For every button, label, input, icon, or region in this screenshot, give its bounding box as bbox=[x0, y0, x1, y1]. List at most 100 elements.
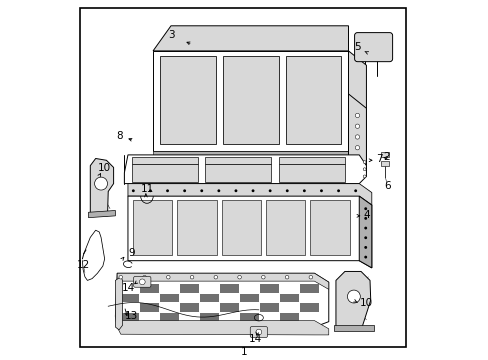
Bar bbox=[160, 294, 179, 302]
Circle shape bbox=[364, 217, 366, 220]
Circle shape bbox=[319, 189, 322, 192]
Polygon shape bbox=[335, 271, 370, 330]
Circle shape bbox=[142, 275, 146, 279]
Polygon shape bbox=[285, 56, 341, 144]
Circle shape bbox=[364, 207, 366, 210]
Polygon shape bbox=[131, 157, 198, 164]
Polygon shape bbox=[153, 26, 348, 51]
Text: 9: 9 bbox=[128, 248, 135, 258]
Text: 8: 8 bbox=[117, 131, 123, 141]
Bar bbox=[200, 313, 219, 321]
Bar bbox=[120, 294, 139, 302]
Polygon shape bbox=[153, 51, 348, 151]
Polygon shape bbox=[221, 200, 261, 255]
Circle shape bbox=[149, 189, 152, 192]
FancyBboxPatch shape bbox=[250, 327, 267, 337]
Circle shape bbox=[190, 275, 193, 279]
Bar bbox=[200, 294, 219, 302]
Circle shape bbox=[355, 135, 359, 139]
Circle shape bbox=[234, 189, 237, 192]
Circle shape bbox=[268, 189, 271, 192]
Polygon shape bbox=[310, 200, 349, 255]
Bar bbox=[220, 303, 239, 312]
Circle shape bbox=[355, 124, 359, 129]
Circle shape bbox=[217, 189, 220, 192]
Bar bbox=[280, 294, 299, 302]
Circle shape bbox=[364, 226, 366, 229]
Circle shape bbox=[363, 168, 366, 171]
Polygon shape bbox=[115, 277, 122, 330]
Polygon shape bbox=[131, 164, 198, 182]
Circle shape bbox=[183, 189, 186, 192]
Circle shape bbox=[132, 189, 135, 192]
Polygon shape bbox=[117, 273, 328, 289]
Circle shape bbox=[285, 189, 288, 192]
Circle shape bbox=[261, 275, 264, 279]
Circle shape bbox=[355, 156, 359, 161]
Polygon shape bbox=[348, 51, 366, 166]
Bar bbox=[381, 152, 388, 157]
FancyBboxPatch shape bbox=[133, 276, 151, 287]
Circle shape bbox=[346, 290, 360, 303]
Bar bbox=[280, 313, 299, 321]
Polygon shape bbox=[204, 164, 271, 182]
Text: 4: 4 bbox=[363, 210, 369, 220]
Bar bbox=[260, 284, 279, 293]
Polygon shape bbox=[132, 200, 172, 255]
Text: 11: 11 bbox=[140, 184, 153, 194]
Circle shape bbox=[214, 275, 217, 279]
Polygon shape bbox=[265, 200, 305, 255]
Circle shape bbox=[94, 177, 107, 190]
Polygon shape bbox=[204, 157, 271, 164]
Bar bbox=[260, 303, 279, 312]
Circle shape bbox=[364, 256, 366, 258]
Text: 5: 5 bbox=[353, 42, 360, 52]
Text: 3: 3 bbox=[168, 31, 175, 40]
Circle shape bbox=[119, 275, 122, 279]
Circle shape bbox=[200, 189, 203, 192]
Polygon shape bbox=[160, 56, 215, 144]
Text: 14: 14 bbox=[248, 333, 262, 343]
Polygon shape bbox=[359, 196, 371, 268]
Text: 2: 2 bbox=[382, 152, 388, 162]
Circle shape bbox=[364, 246, 366, 249]
Polygon shape bbox=[88, 211, 115, 218]
Circle shape bbox=[166, 189, 169, 192]
Polygon shape bbox=[117, 320, 328, 335]
FancyBboxPatch shape bbox=[354, 33, 392, 62]
Text: 1: 1 bbox=[241, 347, 247, 357]
Bar bbox=[240, 313, 259, 321]
Circle shape bbox=[355, 113, 359, 118]
Circle shape bbox=[308, 275, 312, 279]
Text: 12: 12 bbox=[77, 260, 90, 270]
Polygon shape bbox=[348, 94, 366, 173]
Circle shape bbox=[353, 189, 356, 192]
Bar bbox=[140, 303, 159, 312]
Circle shape bbox=[139, 279, 145, 285]
Bar bbox=[300, 303, 319, 312]
Text: 10: 10 bbox=[98, 163, 111, 173]
Circle shape bbox=[302, 189, 305, 192]
Circle shape bbox=[363, 175, 366, 178]
Polygon shape bbox=[90, 158, 113, 216]
Bar bbox=[381, 161, 388, 166]
Bar bbox=[160, 313, 179, 321]
Circle shape bbox=[255, 329, 261, 335]
Polygon shape bbox=[333, 325, 373, 330]
Polygon shape bbox=[278, 157, 344, 164]
Text: 7: 7 bbox=[375, 154, 382, 164]
Text: 6: 6 bbox=[384, 181, 390, 191]
Polygon shape bbox=[128, 196, 371, 268]
Text: 13: 13 bbox=[124, 311, 138, 321]
Bar bbox=[120, 313, 139, 321]
Circle shape bbox=[166, 275, 170, 279]
Circle shape bbox=[355, 145, 359, 150]
Polygon shape bbox=[177, 200, 216, 255]
Bar bbox=[300, 284, 319, 293]
Circle shape bbox=[237, 275, 241, 279]
Circle shape bbox=[285, 275, 288, 279]
Bar bbox=[180, 303, 199, 312]
Polygon shape bbox=[124, 155, 366, 184]
Circle shape bbox=[251, 189, 254, 192]
Polygon shape bbox=[223, 56, 278, 144]
